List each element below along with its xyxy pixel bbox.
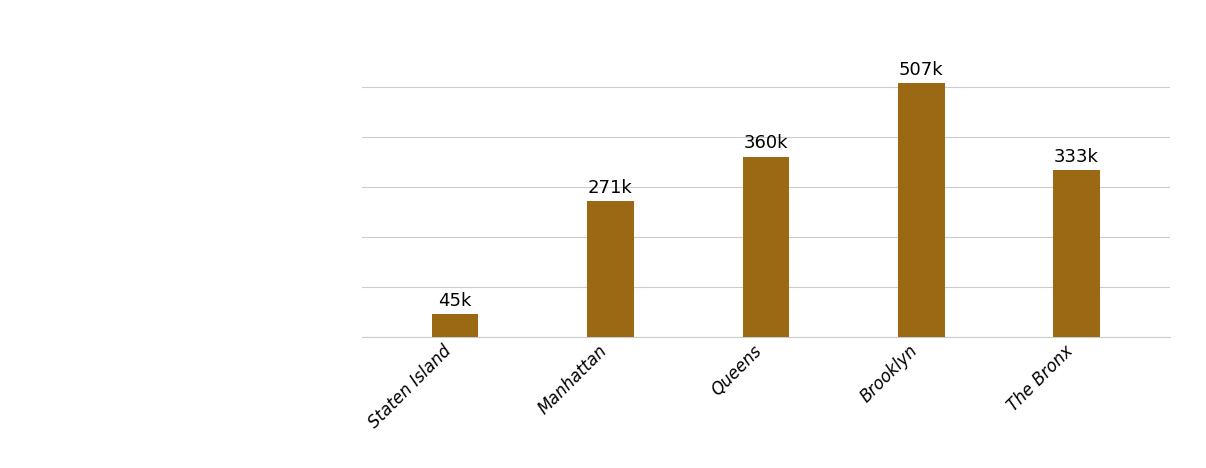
Bar (743, 157, 789, 337)
Bar (432, 314, 479, 337)
Text: 45k: 45k (438, 292, 472, 310)
Bar (587, 201, 633, 337)
Text: 507k: 507k (898, 61, 943, 79)
Text: 271k: 271k (589, 179, 633, 197)
Text: 333k: 333k (1054, 148, 1099, 166)
Bar (1053, 170, 1100, 337)
Text: 360k: 360k (744, 134, 788, 153)
Bar (898, 83, 944, 337)
